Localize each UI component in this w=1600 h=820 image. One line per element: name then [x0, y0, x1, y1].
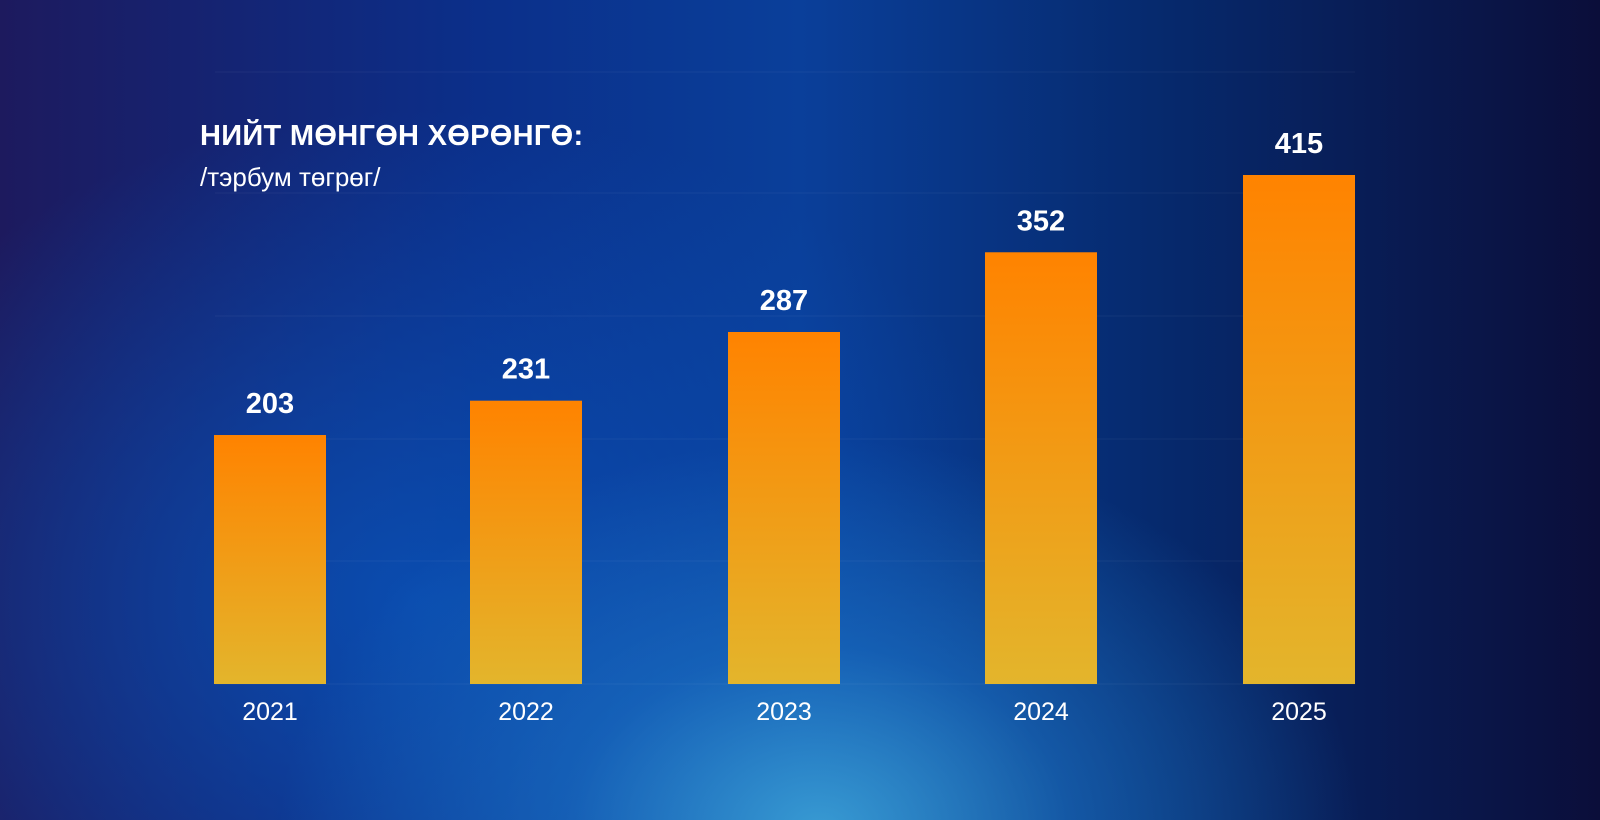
- category-label-2025: 2025: [1271, 698, 1327, 726]
- bar-2024: [985, 252, 1097, 684]
- value-label-2024: 352: [1017, 205, 1065, 237]
- bars-group: [214, 175, 1355, 684]
- bar-2021: [214, 435, 326, 684]
- bar-2025: [1243, 175, 1355, 684]
- category-label-2021: 2021: [242, 698, 298, 726]
- bar-2023: [728, 331, 840, 684]
- value-labels-group: 203 231 287 352 415: [246, 128, 1323, 420]
- value-label-2022: 231: [502, 354, 550, 386]
- chart-title: НИЙТ МӨНГӨН ХӨРӨНГӨ:: [200, 120, 584, 152]
- value-label-2021: 203: [246, 388, 294, 420]
- value-label-2025: 415: [1275, 128, 1323, 160]
- value-label-2023: 287: [760, 285, 808, 317]
- category-label-2023: 2023: [756, 698, 812, 726]
- category-label-2022: 2022: [498, 698, 554, 726]
- bar-2022: [470, 400, 582, 684]
- chart-subtitle: /тэрбум төгрөг/: [200, 162, 381, 192]
- category-labels-group: 2021 2022 2023 2024 2025: [242, 698, 1327, 726]
- category-label-2024: 2024: [1013, 698, 1069, 726]
